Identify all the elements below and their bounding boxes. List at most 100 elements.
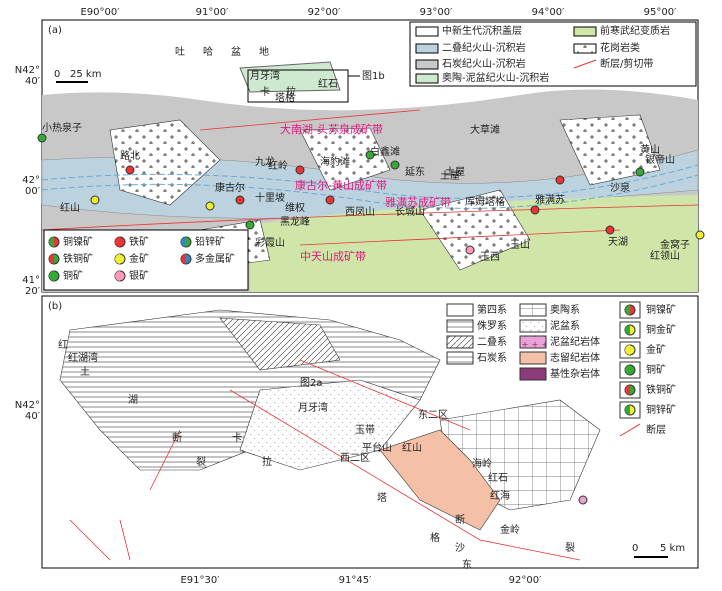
longitude: E90°00′ [80,7,120,18]
deposit [695,230,705,240]
legend-swatch [415,59,439,70]
fault-label: 裂 [565,541,575,554]
deposit [555,175,565,185]
legend-label: 花岗岩类 [600,41,640,54]
legend-swatch [519,351,547,365]
deposit [365,150,375,160]
belt-label: 中天山成矿带 [300,250,366,263]
deposit [125,165,135,175]
place-label: 红领山 [650,249,680,262]
legend-swatch [573,26,597,37]
place-label: 十里坡 [255,191,285,204]
latitude: 40′ [25,76,41,87]
fault-label: 塔 [377,491,387,504]
legend-label: 第四系 [477,303,507,316]
legend-label: 侏罗系 [477,320,507,332]
place-label: 红湖湾 [68,351,98,364]
latitude: N42° [15,65,40,76]
deposit [235,195,245,205]
legend-label: 泥盆纪岩体 [550,335,600,348]
mineral-symbol [625,305,630,315]
place-label: 红山 [60,201,80,214]
place-label: 九龙 [255,155,275,168]
deposit [245,220,255,230]
mineral-label: 铜镍矿 [63,235,93,248]
legend-label: 中新生代沉积盖层 [442,24,522,37]
deposit [37,133,47,143]
place-label: 土屋 [445,165,465,178]
place-label: 小热泉子 [42,121,82,134]
mineral-symbol [625,405,630,415]
mineral-symbol [49,254,54,264]
deposit [530,205,540,215]
legend-label: 石炭纪火山-沉积岩 [442,57,526,70]
place-label: 金岭 [500,523,520,536]
deposit [90,195,100,205]
scale-zero: 0 [54,69,60,80]
legend-label: 泥盆系 [550,319,580,332]
place-label: 红海 [490,489,510,502]
place-label: 天湖 [608,236,628,248]
place-label: 白鑫滩 [370,145,400,158]
mineral-symbol [625,365,630,375]
figure-ref: 图2a [300,377,323,389]
legend-label: 前寒武纪变质岩 [600,24,670,37]
permian [219,317,341,371]
inset-label: 图1b [362,70,385,82]
deposits [37,133,705,255]
place-label: 红石 [488,471,508,484]
longitude: 91°00′ [196,7,229,18]
latitude: 00′ [25,186,41,197]
legend-label: 基性杂岩体 [550,367,600,380]
longitude: 95°00′ [644,7,677,18]
legend-swatch [415,26,439,37]
deposit [325,195,335,205]
fault-label: 断 [172,431,182,444]
shear-zone [41,164,699,199]
legend-swatch [446,335,474,349]
deposit [390,160,400,170]
place-label: 东二区 [418,408,448,421]
longitude: 92°00′ [509,575,542,586]
mineral-label: 铜矿 [63,269,83,282]
place-label: 土 [80,365,90,378]
latitude: 40′ [25,411,41,422]
mineral-symbol [625,325,630,335]
coords: E90°00′ 91°00′ 92°00′ 93°00′ 94°00′ 95°00′ N42… [15,7,677,297]
latitude: 20′ [25,286,41,297]
mineral-symbol [625,345,630,355]
legend-label: 志留纪岩体 [550,351,600,364]
place-label: 沙泉 [610,181,630,194]
belt-label: 大南湖-头苏泉成矿带 [280,122,383,136]
legend-swatch [519,367,547,381]
shear-zone [41,174,699,209]
longitude: 92°00′ [308,7,341,18]
place-label: 维权 [285,201,305,214]
place-label: 路北 [120,149,140,162]
place-label: 康古尔 [215,181,245,194]
mineral-label: 铜矿 [646,363,666,376]
panel-label: (b) [48,301,62,312]
longitude: 94°00′ [532,7,565,18]
legend-swatch [573,43,597,54]
devonian-intrusion [578,495,588,505]
inset-box [247,69,349,103]
mineral-label: 金矿 [129,252,149,265]
place-label: 海豹滩 [320,155,350,168]
legend-swatch [573,59,597,69]
place-label: 卡 [260,85,270,98]
mineral-label: 铅锌矿 [195,235,225,248]
deposit [295,165,305,175]
fault [41,109,699,246]
mineral-symbol [115,271,120,281]
legend-box [409,21,697,87]
mineral-label: 铜锌矿 [646,403,676,416]
place-label: 黄山 [640,143,660,156]
place-label: 月牙湾 [298,401,328,414]
place-label: 拉 [286,85,296,98]
